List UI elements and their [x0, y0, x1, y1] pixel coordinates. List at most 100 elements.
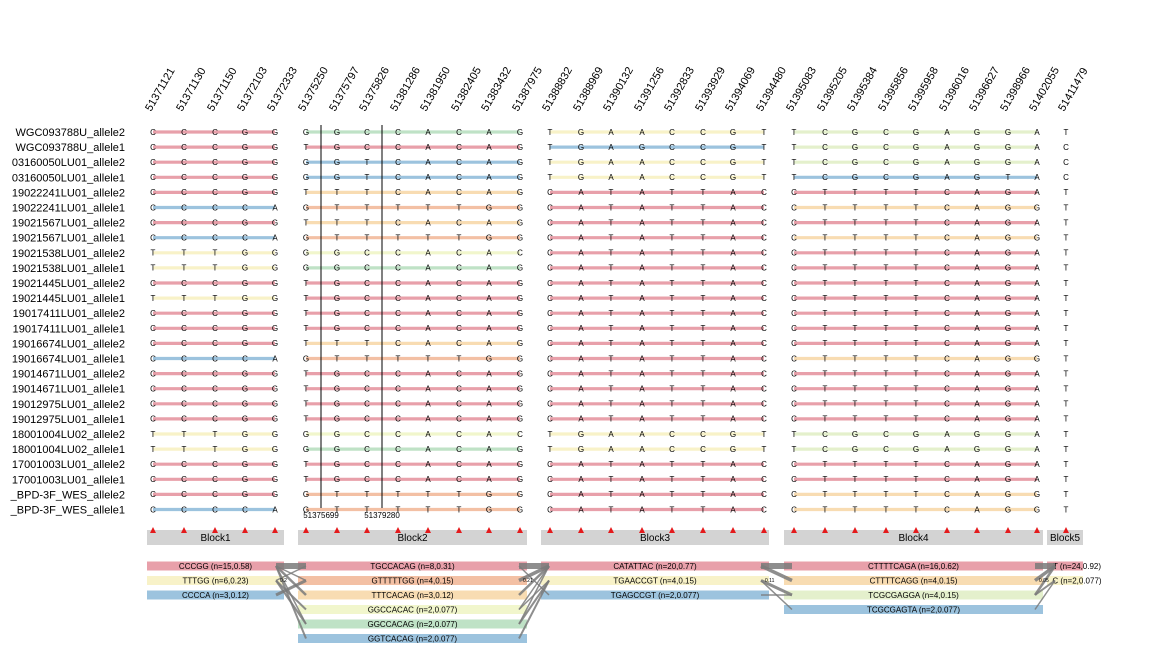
allele-base: C [150, 158, 156, 167]
position-tick-label: 51395384 [845, 65, 880, 113]
allele-base: T [823, 475, 828, 484]
allele-base: T [792, 173, 797, 182]
allele-base: T [304, 385, 309, 394]
allele-base: T [853, 385, 858, 394]
allele-base: A [730, 309, 736, 318]
allele-base: T [670, 264, 675, 273]
allele-base: T [914, 415, 919, 424]
allele-base: C [456, 143, 462, 152]
allele-base: C [791, 294, 797, 303]
allele-base: C [791, 309, 797, 318]
allele-base: A [425, 460, 431, 469]
allele-base: G [974, 158, 980, 167]
block-label: Block3 [640, 533, 670, 544]
allele-base: G [272, 143, 278, 152]
position-tick-label: 51371150 [205, 66, 239, 114]
allele-base: T [670, 400, 675, 409]
allele-base: A [639, 218, 645, 227]
allele-base: G [517, 294, 523, 303]
allele-base: G [242, 188, 248, 197]
allele-base: T [609, 309, 614, 318]
allele-base: G [517, 279, 523, 288]
position-tick-label: 51383432 [479, 65, 514, 113]
allele-base: G [517, 460, 523, 469]
allele-base: G [730, 445, 736, 454]
allele-base: A [639, 445, 645, 454]
allele-base: A [639, 490, 645, 499]
allele-base: A [578, 294, 584, 303]
allele-base: C [456, 430, 462, 439]
allele-base: T [701, 279, 706, 288]
allele-base: A [944, 158, 950, 167]
allele-base: A [486, 415, 492, 424]
allele-base: C [456, 385, 462, 394]
allele-base: T [213, 249, 218, 258]
allele-base: G [1005, 158, 1011, 167]
allele-base: C [150, 279, 156, 288]
allele-base: C [212, 173, 218, 182]
allele-base: A [730, 249, 736, 258]
allele-base: G [242, 339, 248, 348]
allele-base: C [547, 309, 553, 318]
allele-base: A [425, 400, 431, 409]
allele-base: C [212, 279, 218, 288]
allele-base: C [547, 475, 553, 484]
allele-base: C [212, 158, 218, 167]
allele-base: C [944, 188, 950, 197]
transition-line [518, 565, 550, 610]
allele-base: T [609, 385, 614, 394]
allele-base: G [303, 173, 309, 182]
position-tick-label: 51371121 [143, 66, 177, 114]
allele-base: A [730, 324, 736, 333]
allele-base: G [334, 128, 340, 137]
allele-base: A [608, 445, 614, 454]
allele-base: T [304, 324, 309, 333]
transition-line [760, 579, 793, 611]
allele-base: T [609, 400, 614, 409]
allele-base: C [761, 309, 767, 318]
allele-base: G [303, 490, 309, 499]
allele-base: A [730, 415, 736, 424]
allele-base: C [395, 249, 401, 258]
haplotype-bar [147, 590, 284, 600]
allele-base: T [670, 460, 675, 469]
allele-base: T [670, 249, 675, 258]
haplotype-bar [298, 590, 527, 600]
haplotype-bar [298, 561, 527, 571]
allele-base: C [547, 460, 553, 469]
allele-base: C [761, 264, 767, 273]
allele-base: G [730, 158, 736, 167]
sample-label: 19016674LU01_allele1 [12, 354, 125, 366]
allele-base: T [823, 309, 828, 318]
allele-base: A [974, 385, 980, 394]
allele-base: G [1005, 430, 1011, 439]
allele-base: A [578, 490, 584, 499]
allele-base: T [884, 475, 889, 484]
allele-base: G [913, 173, 919, 182]
allele-base: C [395, 173, 401, 182]
allele-base: T [701, 309, 706, 318]
allele-base: A [639, 369, 645, 378]
allele-base: T [823, 505, 828, 514]
allele-base: A [730, 385, 736, 394]
allele-base: A [486, 128, 492, 137]
allele-base: G [242, 385, 248, 394]
allele-base: C [181, 218, 187, 227]
allele-base: C [822, 173, 828, 182]
haplotype-label: TCGCGAGTA (n=2,0.077) [867, 606, 960, 615]
allele-base: A [730, 400, 736, 409]
allele-base: C [150, 218, 156, 227]
allele-base: C [395, 264, 401, 273]
allele-base: C [212, 143, 218, 152]
allele-base: C [547, 249, 553, 258]
allele-base: C [761, 234, 767, 243]
allele-base: T [823, 188, 828, 197]
allele-base: C [395, 143, 401, 152]
marker-position-label: 51379280 [364, 511, 400, 520]
allele-base: A [425, 158, 431, 167]
allele-base: C [150, 400, 156, 409]
allele-base: T [914, 324, 919, 333]
position-axis: 5137112151371130513711505137210351372333… [143, 65, 1090, 113]
allele-base: G [578, 430, 584, 439]
allele-base: T [365, 339, 370, 348]
